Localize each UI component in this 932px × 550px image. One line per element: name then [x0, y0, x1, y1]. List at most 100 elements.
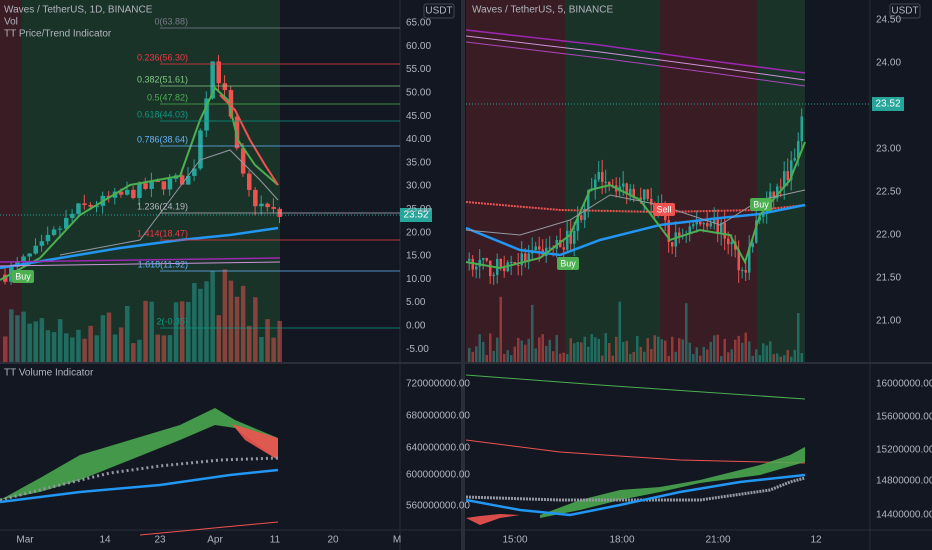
volume-bar [198, 288, 203, 362]
candle [706, 223, 709, 227]
volume-bar [143, 300, 148, 362]
candle [790, 160, 793, 181]
volume-bar [149, 301, 154, 362]
volume-bar [632, 351, 635, 362]
candle [604, 181, 607, 183]
currency[interactable]: USDT [425, 6, 452, 17]
volume-bar [664, 340, 667, 362]
price-tag-box [872, 97, 904, 111]
volume-bar [538, 337, 541, 362]
x-tick-label: 23 [154, 535, 166, 546]
candle [632, 188, 635, 198]
volume-bar [39, 318, 45, 362]
volume-bar [489, 333, 492, 362]
volume-bar [204, 281, 209, 362]
volume-bar [790, 356, 793, 362]
candle [744, 270, 747, 273]
candle [639, 197, 642, 200]
volume-bar [559, 353, 562, 362]
zone-red [0, 0, 22, 362]
candle [727, 238, 730, 245]
volume-bar [106, 312, 112, 362]
volume-bar [496, 337, 499, 362]
zone-red [466, 0, 565, 362]
volume-bar [643, 351, 646, 362]
candle [64, 218, 69, 229]
y-tick-label: 22.50 [876, 187, 901, 198]
volume-bar [468, 347, 471, 362]
candle [702, 223, 705, 225]
currency-box[interactable] [423, 3, 455, 19]
volume-bar [727, 352, 730, 362]
volume-bar [629, 353, 632, 362]
candle [118, 191, 124, 195]
candle [482, 258, 485, 260]
candle [271, 207, 276, 209]
moving-average [465, 473, 806, 517]
trend-line [0, 86, 279, 281]
trend-line [465, 141, 806, 270]
y-tick-label: 21.50 [876, 273, 901, 284]
volume-bar [716, 334, 719, 362]
y-tick-label: 20.00 [406, 227, 431, 238]
candle [57, 228, 63, 230]
currency[interactable]: USDT [891, 6, 918, 17]
signal-box [12, 270, 34, 283]
volume-bar [699, 355, 702, 362]
volume-bar [9, 309, 14, 362]
candle [667, 220, 670, 243]
volume-bar [64, 333, 69, 362]
candle [730, 241, 733, 245]
volume-bar [639, 346, 642, 362]
candle [576, 215, 579, 232]
candle [137, 183, 142, 198]
volume-bar [671, 336, 674, 362]
volume-bar [76, 329, 81, 362]
candle [222, 83, 228, 91]
volume-bar [210, 271, 215, 362]
volume-bar [681, 339, 684, 362]
volume-bar [562, 352, 565, 362]
volume-bar [667, 355, 670, 362]
candle [499, 258, 502, 268]
signal-box [653, 203, 675, 216]
volume-bar [611, 355, 614, 362]
y-tick-label: 15200000.00 [876, 445, 932, 456]
candle [786, 171, 789, 181]
volume-bar [82, 338, 87, 362]
volume-bar [478, 334, 481, 362]
volume-bar [253, 297, 258, 362]
candle [471, 258, 474, 270]
dotted-average [465, 476, 806, 502]
candle [755, 220, 758, 243]
candle [692, 224, 695, 227]
signal-box [750, 198, 772, 211]
fib-label: 0.236(56.30) [137, 52, 188, 62]
fib-label: 0.618(44.03) [137, 109, 188, 119]
volume-bar [216, 315, 221, 362]
volume-bar [783, 355, 786, 362]
volume-bar [192, 283, 197, 362]
moving-average [465, 35, 806, 81]
volume-bar [786, 350, 789, 362]
candle [527, 253, 530, 262]
currency-box[interactable] [889, 3, 921, 19]
candle [228, 90, 234, 117]
volume-bar [247, 325, 252, 362]
y-tick-label: 30.00 [406, 181, 431, 192]
price-tag: 23.52 [875, 99, 900, 110]
x-tick-label: Mar [16, 535, 34, 546]
volume-bar [650, 349, 653, 362]
volume-bar [137, 339, 142, 362]
y-tick-label: 24.50 [876, 15, 901, 26]
candle [608, 181, 611, 186]
signal-box [557, 257, 579, 270]
volume-area [232, 424, 278, 460]
indicator-label: TT Volume Indicator [4, 368, 94, 379]
volume-bar [527, 338, 530, 362]
volume-bar [762, 343, 765, 362]
volume-bar [21, 311, 26, 362]
volume-bar [88, 325, 93, 362]
candle [629, 188, 632, 195]
volume-bar [492, 350, 495, 362]
